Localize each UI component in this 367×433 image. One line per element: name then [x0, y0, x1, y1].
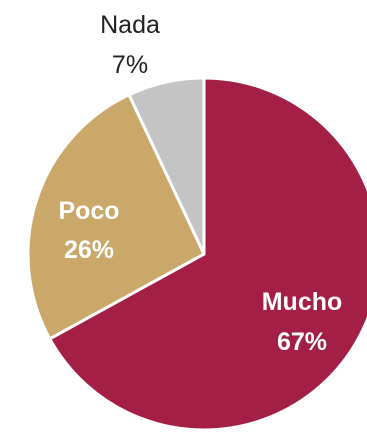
slice-label-poco: Poco [58, 197, 119, 225]
slice-label-mucho: Mucho [262, 288, 343, 316]
slice-value-nada: 7% [112, 51, 148, 79]
pie-slice-mucho [48, 76, 367, 432]
pie-slices [26, 76, 367, 432]
pie-labels: Mucho 67% Poco 26% Nada 7% [58, 11, 342, 356]
pie-slice-nada [127, 76, 206, 256]
slice-value-mucho: 67% [277, 328, 327, 356]
slice-value-poco: 26% [64, 236, 114, 264]
pie-slice-poco [26, 93, 206, 341]
slice-label-nada: Nada [100, 11, 160, 39]
